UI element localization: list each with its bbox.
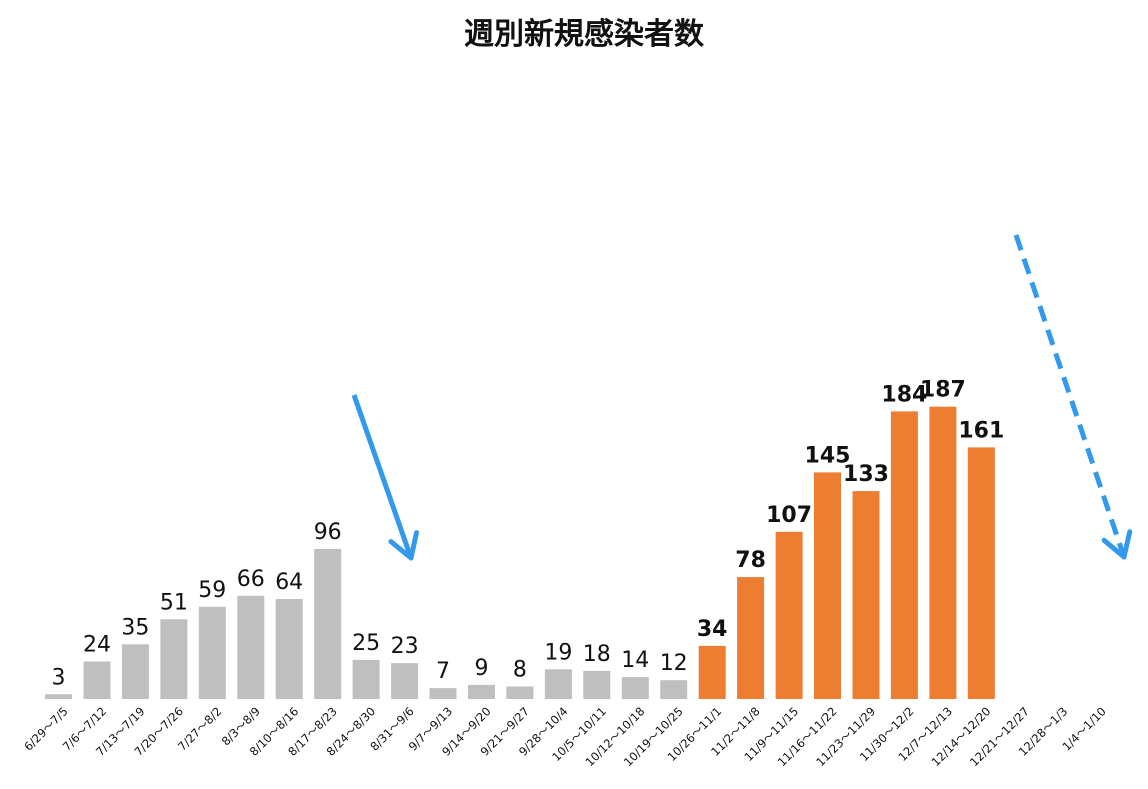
value-label-18: 78 bbox=[735, 548, 766, 573]
bar-12 bbox=[506, 686, 534, 699]
value-label-6: 64 bbox=[275, 570, 303, 595]
x-axis-tick-labels: 6/29～7/57/6～7/127/13～7/197/20～7/267/27～8… bbox=[21, 704, 1109, 769]
value-label-0: 3 bbox=[52, 665, 66, 690]
arrow-head-stroke-0 bbox=[388, 539, 414, 561]
bar-19 bbox=[775, 531, 803, 699]
value-label-4: 59 bbox=[198, 578, 226, 603]
solid-down-arrow bbox=[351, 394, 419, 561]
dashed-down-arrow bbox=[1013, 234, 1133, 560]
bar-22 bbox=[890, 411, 918, 699]
bar-15 bbox=[621, 677, 649, 699]
value-label-23: 187 bbox=[920, 378, 966, 403]
bar-24 bbox=[967, 447, 995, 699]
value-label-19: 107 bbox=[766, 503, 812, 528]
bar-5 bbox=[237, 595, 265, 699]
bar-2 bbox=[121, 644, 149, 699]
value-label-11: 9 bbox=[475, 656, 489, 681]
bar-9 bbox=[391, 663, 419, 699]
bar-7 bbox=[314, 549, 342, 699]
bar-6 bbox=[275, 599, 303, 699]
value-label-12: 8 bbox=[513, 658, 527, 683]
value-label-8: 25 bbox=[352, 631, 380, 656]
value-label-21: 133 bbox=[843, 462, 889, 487]
bar-3 bbox=[160, 619, 188, 699]
value-label-10: 7 bbox=[436, 659, 450, 684]
bar-23 bbox=[929, 406, 957, 699]
value-label-22: 184 bbox=[881, 382, 927, 407]
value-label-13: 19 bbox=[544, 640, 572, 665]
bar-18 bbox=[737, 577, 765, 699]
value-label-1: 24 bbox=[83, 633, 111, 658]
arrow-head-stroke-0 bbox=[1101, 537, 1127, 560]
bar-21 bbox=[852, 491, 880, 699]
bar-13 bbox=[544, 669, 572, 699]
arrow-shaft bbox=[351, 394, 414, 559]
bar-16 bbox=[660, 680, 688, 699]
annotations-layer bbox=[351, 234, 1133, 561]
bar-11 bbox=[468, 684, 495, 699]
value-label-14: 18 bbox=[583, 642, 611, 667]
bar-20 bbox=[814, 472, 841, 699]
bar-4 bbox=[198, 606, 226, 699]
value-label-15: 14 bbox=[621, 648, 649, 673]
value-label-2: 35 bbox=[121, 615, 149, 640]
bar-14 bbox=[583, 670, 611, 699]
arrow-shaft bbox=[1013, 234, 1127, 558]
value-label-20: 145 bbox=[805, 443, 851, 468]
value-label-3: 51 bbox=[160, 590, 188, 615]
chart-title: 週別新規感染者数 bbox=[464, 17, 705, 52]
value-label-9: 23 bbox=[391, 634, 419, 659]
value-label-24: 161 bbox=[958, 418, 1004, 443]
bar-17 bbox=[698, 645, 726, 699]
arrow-head-stroke-1 bbox=[408, 530, 419, 561]
arrow-head-stroke-1 bbox=[1121, 529, 1133, 560]
value-label-7: 96 bbox=[314, 520, 342, 545]
bars-layer bbox=[45, 406, 995, 699]
bar-8 bbox=[352, 659, 380, 699]
value-label-17: 34 bbox=[697, 617, 728, 642]
bar-0 bbox=[45, 694, 72, 699]
bar-10 bbox=[429, 688, 457, 699]
value-label-5: 66 bbox=[237, 567, 265, 592]
bar-1 bbox=[83, 661, 111, 699]
value-label-16: 12 bbox=[660, 651, 688, 676]
